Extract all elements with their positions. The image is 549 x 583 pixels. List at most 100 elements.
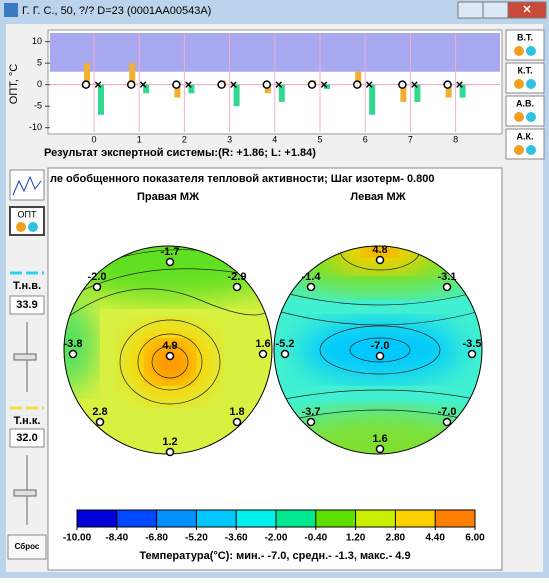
x-tick-label: 2: [182, 134, 187, 144]
side-button-label: К.Т.: [518, 65, 533, 75]
reset-button[interactable]: [7, 534, 47, 560]
right-marker: [398, 80, 407, 89]
y-tick-label: 10: [32, 36, 42, 46]
thermogram-title: ле обобщенного показателя тепловой актив…: [50, 173, 434, 185]
point-label: -3.5: [463, 338, 482, 350]
point-label: -3.7: [302, 406, 321, 418]
map-fill: [64, 300, 95, 390]
point-marker: [442, 417, 452, 427]
colorbar-tick-label: -0.40: [304, 533, 327, 544]
upper-slider-thumb[interactable]: [13, 353, 37, 361]
point-marker: [232, 417, 242, 427]
left-marker: ×: [139, 77, 147, 92]
colorbar-segment: [156, 510, 197, 527]
y-tick-label: 0: [37, 79, 42, 89]
colorbar-segment: [315, 510, 357, 527]
point-marker: [68, 349, 78, 359]
point-label: -1.4: [302, 271, 322, 283]
icon: [526, 145, 536, 155]
y-tick-label: 5: [37, 58, 42, 68]
point-label: 1.8: [229, 406, 244, 418]
point-label: -7.0: [438, 406, 457, 418]
icon: [526, 112, 536, 122]
colorbar-segment: [196, 510, 237, 527]
colorbar-segment: [435, 510, 476, 527]
point-marker: [467, 349, 477, 359]
point-label: 1.6: [255, 338, 270, 350]
side-button[interactable]: [505, 29, 545, 61]
point-label: -7.0: [371, 340, 390, 352]
map-fill: [300, 320, 460, 380]
upper-field[interactable]: [9, 295, 45, 315]
x-tick-label: 4: [272, 134, 277, 144]
icon: [514, 79, 524, 89]
colorbar-tick-label: -6.80: [145, 533, 168, 544]
right-marker: [172, 80, 181, 89]
colorbar-tick-label: -2.00: [265, 533, 288, 544]
point-marker: [306, 282, 316, 292]
bar: [414, 84, 421, 102]
left-marker: ×: [365, 77, 373, 92]
icon: [526, 79, 536, 89]
colorbar-tick-label: -10.00: [63, 533, 92, 544]
x-tick-label: 0: [91, 134, 96, 144]
right-marker: [307, 80, 317, 89]
point-marker: [442, 282, 452, 292]
opt-button[interactable]: [9, 206, 45, 236]
bar: [278, 84, 285, 102]
lower-field[interactable]: [9, 428, 45, 448]
right-marker: [443, 80, 452, 89]
lower-label: Т.н.к.: [14, 415, 41, 427]
right-label: Правая МЖ: [137, 191, 199, 203]
colorbar-segment: [77, 510, 118, 527]
side-button[interactable]: [505, 62, 545, 94]
point-marker: [165, 447, 175, 457]
point-label: 4.9: [162, 340, 177, 352]
left-marker: ×: [411, 77, 419, 92]
lower-slider-thumb[interactable]: [13, 489, 37, 497]
point-label: -5.2: [276, 338, 295, 350]
bar: [174, 84, 181, 98]
expert-result: Результат экспертной системы:(R: +1.86; …: [44, 147, 316, 159]
right-marker: [126, 80, 136, 89]
minimize-button[interactable]: [457, 1, 484, 19]
spectrum-icon: [12, 175, 42, 196]
point-marker: [92, 282, 102, 292]
left-marker: ×: [185, 77, 193, 92]
left-marker: ×: [230, 77, 238, 92]
point-marker: [165, 351, 175, 361]
bar: [143, 84, 150, 94]
right-map: [64, 246, 272, 454]
colorbar-segment: [236, 510, 277, 527]
bar: [84, 63, 90, 85]
bar: [369, 84, 376, 115]
bar: [459, 84, 466, 98]
right-marker: [81, 80, 91, 89]
point-marker: [306, 417, 316, 427]
y-axis-label: ОПТ, °С: [8, 64, 20, 104]
colorbar-tick-label: 2.80: [386, 533, 406, 544]
maximize-button[interactable]: [482, 1, 509, 19]
colorbar-segment: [395, 510, 436, 527]
point-label: -3.8: [64, 338, 83, 350]
close-button[interactable]: [507, 1, 547, 19]
right-marker: [217, 80, 226, 89]
map-fill: [148, 342, 192, 382]
right-marker: [352, 80, 362, 89]
point-label: 4.8: [372, 244, 387, 256]
colorbar-tick-label: 6.00: [465, 533, 485, 544]
x-tick-label: 7: [408, 134, 413, 144]
side-button[interactable]: [505, 95, 545, 127]
bar: [98, 84, 104, 115]
point-marker: [375, 351, 385, 361]
side-button[interactable]: [505, 128, 545, 160]
bar: [324, 84, 330, 89]
left-outline: [273, 245, 483, 455]
icon: [28, 222, 38, 232]
point-label: 1.6: [372, 433, 387, 445]
colorbar-tick-label: 4.40: [425, 533, 445, 544]
bar: [355, 71, 362, 85]
window-title: Г. Г. С., 50, ?/? D=23 (0001AA00543A): [22, 5, 211, 17]
opt-button-label: ОПТ: [18, 209, 37, 219]
